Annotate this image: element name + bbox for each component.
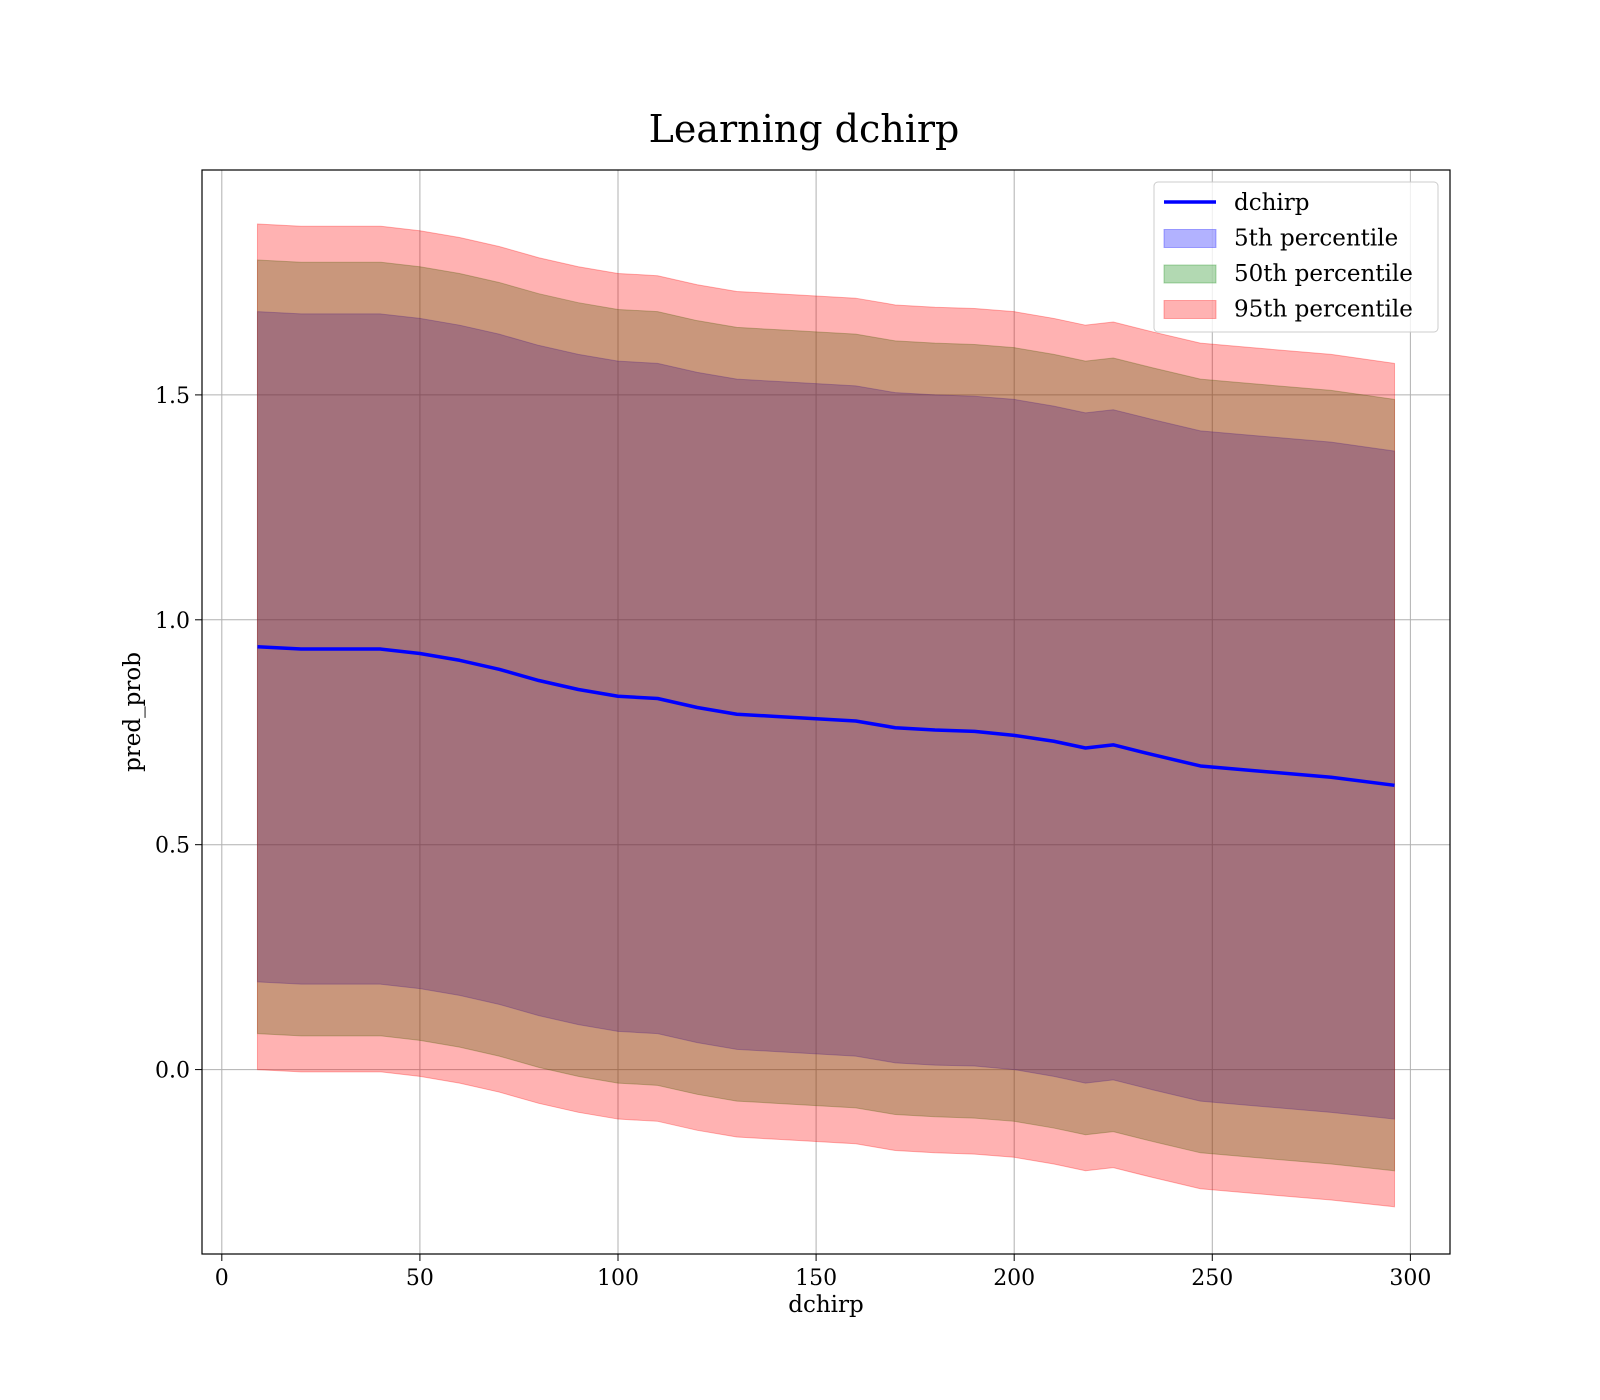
x-tick-label: 200 [993,1266,1035,1291]
x-tick-label: 0 [215,1266,229,1291]
x-tick-label: 150 [795,1266,837,1291]
chart-title: Learning dchirp [649,107,960,151]
legend-label: dchirp [1234,190,1310,216]
grid-layer [202,170,1450,1254]
legend-swatch-patch [1163,300,1217,319]
line-layer [257,645,1395,788]
tick-layer: 0 50 100 150 200 250 300 0.0 0.5 1.0 1.5 [155,384,1431,1291]
y-tick-label: 1.5 [155,384,190,409]
band-5th-percentile [256,311,1396,1120]
x-tick-label: 100 [597,1266,639,1291]
legend-swatch-patch [1163,229,1217,248]
y-tick-label: 0.5 [155,834,190,859]
x-tick-label: 300 [1389,1266,1431,1291]
legend-box [1153,181,1439,333]
y-axis-label: pred_prob [120,652,146,772]
band-50th-percentile [256,259,1396,1172]
x-tick-label: 250 [1191,1266,1233,1291]
legend-label: 5th percentile [1234,226,1398,252]
legend-label: 95th percentile [1234,297,1413,323]
x-axis-label: dchirp [788,1292,864,1318]
legend: dchirp 5th percentile 50th percentile 95th … [1153,181,1439,333]
legend-swatch-patch [1163,264,1217,284]
band-95th-percentile [256,223,1396,1208]
legend-label: 50th percentile [1234,261,1413,287]
y-tick-label: 1.0 [155,609,190,634]
y-tick-label: 0.0 [155,1059,190,1084]
plot-frame [201,169,1451,1255]
x-tick-label: 50 [406,1266,434,1291]
series-line-dchirp [257,645,1395,788]
band-layer [256,223,1396,1208]
